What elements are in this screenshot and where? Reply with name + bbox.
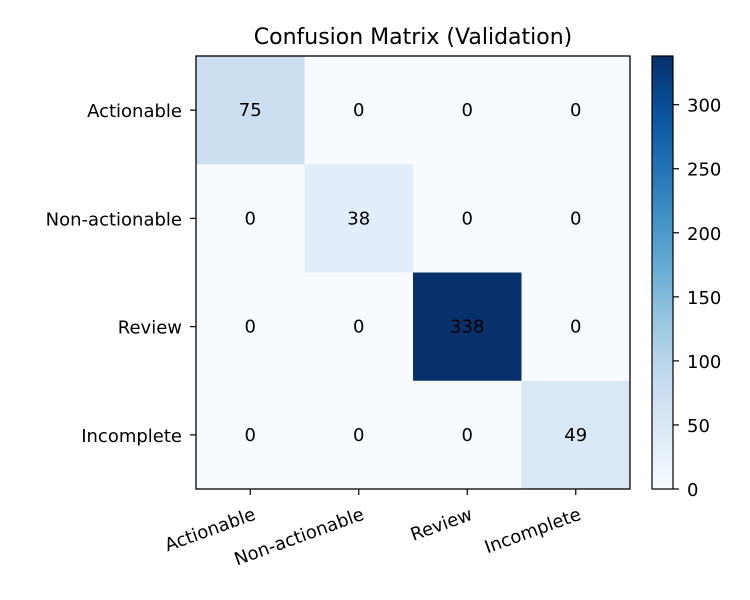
heatmap-cell xyxy=(521,56,631,165)
heatmap-cells xyxy=(196,56,631,490)
cell-value-label: 38 xyxy=(347,208,370,229)
x-tick-label: Review xyxy=(408,504,476,546)
heatmap-cell xyxy=(521,164,631,273)
heatmap-cell xyxy=(304,380,414,490)
cell-value-label: 0 xyxy=(462,208,473,229)
heatmap-cell-labels: 75 0 0 0 0 38 0 0 0 0 338 0 0 0 0 49 xyxy=(239,100,587,446)
x-tick-label: Incomplete xyxy=(482,504,584,558)
heatmap-cell xyxy=(521,380,631,490)
cell-value-label: 0 xyxy=(245,208,256,229)
cell-value-label: 338 xyxy=(450,317,484,338)
y-tick-label: Actionable xyxy=(87,101,182,122)
cell-value-label: 49 xyxy=(564,425,587,446)
cell-value-label: 0 xyxy=(462,425,473,446)
y-tick-label: Review xyxy=(118,318,182,339)
colorbar-tick-label: 0 xyxy=(687,480,698,501)
colorbar-gradient xyxy=(651,55,674,490)
colorbar-tick-label: 250 xyxy=(687,160,721,181)
y-tick-label: Incomplete xyxy=(81,426,182,447)
heatmap-cell xyxy=(413,272,522,382)
heatmap-cell xyxy=(304,164,414,273)
heatmap-cell xyxy=(304,272,414,382)
heatmap-cell xyxy=(196,56,305,165)
heatmap-cell xyxy=(413,380,522,490)
colorbar-tick-label: 150 xyxy=(687,288,721,309)
cell-value-label: 0 xyxy=(570,317,581,338)
cell-value-label: 0 xyxy=(353,317,364,338)
heatmap-cell xyxy=(413,164,522,273)
y-axis: Actionable Non-actionable Review Incomplete xyxy=(46,101,196,447)
chart-title: Confusion Matrix (Validation) xyxy=(254,25,572,50)
colorbar-tick-label: 100 xyxy=(687,352,721,373)
cell-value-label: 75 xyxy=(239,100,262,121)
cell-value-label: 0 xyxy=(570,208,581,229)
cell-value-label: 0 xyxy=(353,425,364,446)
colorbar-tick-label: 50 xyxy=(687,416,710,437)
heatmap-cell xyxy=(304,56,414,165)
cell-value-label: 0 xyxy=(462,100,473,121)
heatmap-cell xyxy=(196,164,305,273)
cell-value-label: 0 xyxy=(353,100,364,121)
colorbar-tick-label: 300 xyxy=(687,96,721,117)
heatmap-cell xyxy=(413,56,522,165)
colorbar-tick-label: 200 xyxy=(687,224,721,245)
colorbar: 0 50 100 150 200 250 300 xyxy=(651,55,721,501)
heatmap-cell xyxy=(196,272,305,382)
y-tick-label: Non-actionable xyxy=(46,209,182,230)
heatmap-cell xyxy=(521,272,631,382)
cell-value-label: 0 xyxy=(245,425,256,446)
plot-frame xyxy=(195,55,631,490)
cell-value-label: 0 xyxy=(570,100,581,121)
cell-value-label: 0 xyxy=(245,317,256,338)
heatmap-cell xyxy=(196,380,305,490)
